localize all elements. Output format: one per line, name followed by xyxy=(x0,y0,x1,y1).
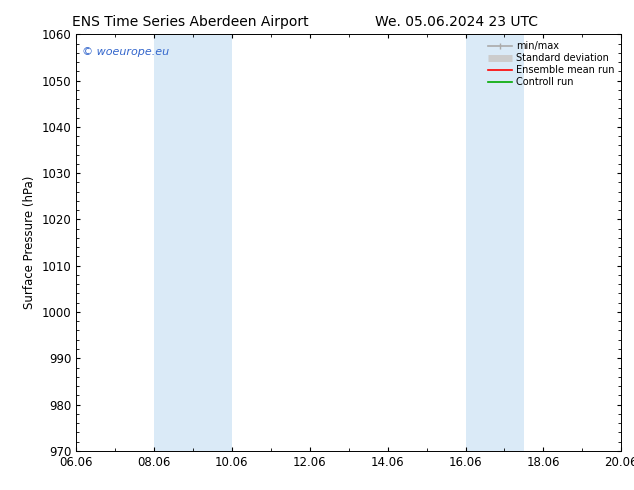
Legend: min/max, Standard deviation, Ensemble mean run, Controll run: min/max, Standard deviation, Ensemble me… xyxy=(486,39,616,89)
Bar xyxy=(465,34,524,451)
Text: © woeurope.eu: © woeurope.eu xyxy=(82,47,169,57)
Text: ENS Time Series Aberdeen Airport: ENS Time Series Aberdeen Airport xyxy=(72,15,309,29)
Bar xyxy=(154,34,232,451)
Y-axis label: Surface Pressure (hPa): Surface Pressure (hPa) xyxy=(23,176,36,309)
Text: We. 05.06.2024 23 UTC: We. 05.06.2024 23 UTC xyxy=(375,15,538,29)
